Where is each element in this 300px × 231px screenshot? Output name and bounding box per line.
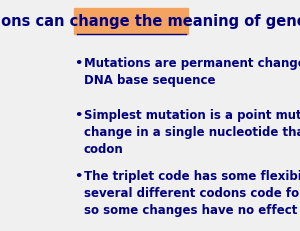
FancyBboxPatch shape [74,8,188,34]
Text: •: • [74,109,82,122]
Text: •: • [74,170,82,183]
Text: Simplest mutation is a point mutation or a
change in a single nucleotide that af: Simplest mutation is a point mutation or… [84,109,300,156]
Text: •: • [74,57,82,70]
Text: Mutations can change the meaning of genes: Mutations can change the meaning of gene… [0,14,300,29]
Text: Mutations are permanent changes in the
DNA base sequence: Mutations are permanent changes in the D… [84,57,300,87]
Text: The triplet code has some flexibility because
several different codons code for : The triplet code has some flexibility be… [84,170,300,217]
